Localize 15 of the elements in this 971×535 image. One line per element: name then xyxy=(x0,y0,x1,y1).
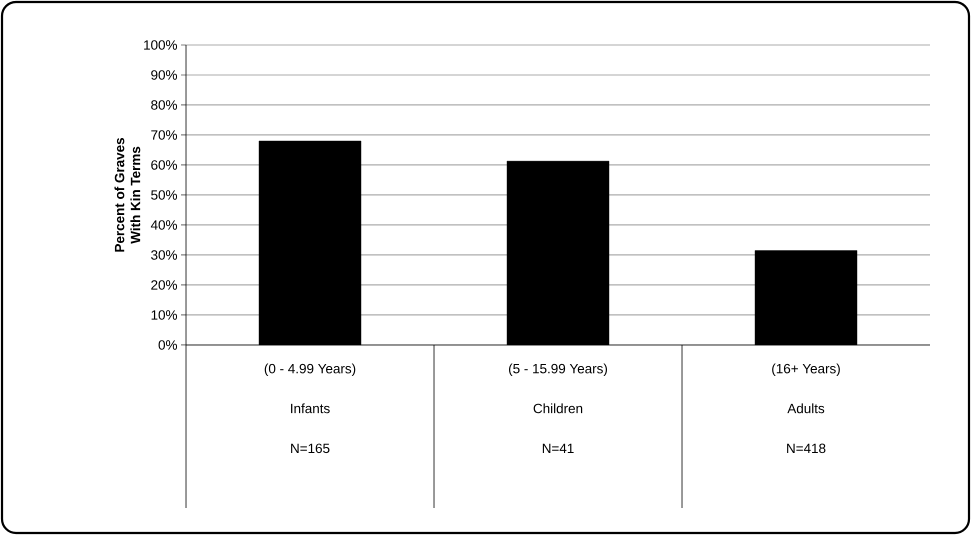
y-axis-title: Percent of Graves With Kin Terms xyxy=(114,138,140,252)
y-tick-label: 60% xyxy=(151,160,178,170)
category-label: (16+ Years) Adults N=418 xyxy=(772,364,840,454)
y-tick-label: 40% xyxy=(150,220,178,230)
y-tick-label: 70% xyxy=(151,130,178,140)
category-label: (0 - 4.99 Years) Infants N=165 xyxy=(264,364,356,454)
category-label: (5 - 15.99 Years) Children N=41 xyxy=(508,364,608,453)
y-tick-label: 0% xyxy=(158,340,178,350)
y-tick-label: 90% xyxy=(151,70,178,80)
y-tick-label: 100% xyxy=(144,40,178,50)
y-tick-label: 50% xyxy=(151,190,178,200)
y-tick-label: 20% xyxy=(151,280,178,290)
y-tick-label: 10% xyxy=(152,310,178,320)
y-tick-label: 30% xyxy=(151,250,178,260)
y-tick-label: 80% xyxy=(151,100,178,110)
